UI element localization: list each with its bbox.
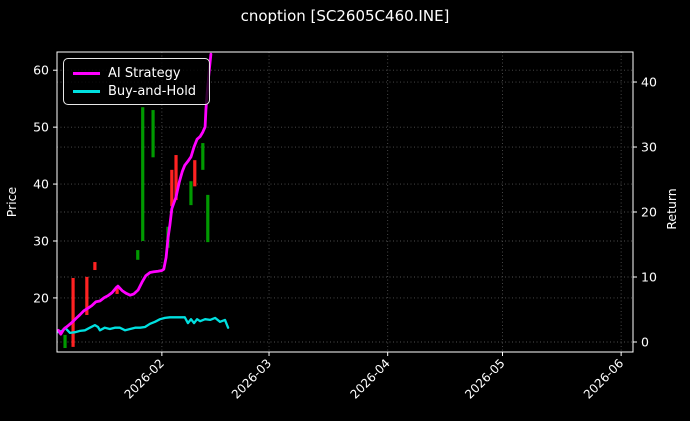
y-left-tick-label: 50	[33, 120, 49, 135]
price-bar-down	[115, 285, 119, 294]
y-right-tick-label: 10	[641, 270, 657, 285]
plot-frame	[56, 51, 634, 353]
price-bar-up	[151, 110, 155, 158]
price-bar-down	[193, 160, 197, 187]
legend-item-ai-strategy: AI Strategy	[73, 64, 200, 82]
price-bar-up	[63, 334, 67, 349]
price-bar-up	[136, 250, 140, 260]
chart-title: cnoption [SC2605C460.INE]	[240, 7, 450, 25]
price-bar-up	[141, 107, 145, 241]
y-left-tick-label: 20	[33, 290, 49, 305]
y-right-tick-label: 20	[641, 205, 657, 220]
price-bar-down	[170, 169, 174, 207]
price-bar-up	[206, 194, 210, 243]
ai-strategy-line-swatch	[73, 71, 100, 75]
price-bar-down	[174, 155, 178, 201]
y-right-tick-label: 40	[641, 75, 657, 90]
y-left-tick-label: 30	[33, 233, 49, 248]
legend: AI Strategy Buy-and-Hold	[63, 58, 210, 105]
x-tick-label: 2026-04	[347, 356, 392, 401]
y-right-tick-label: 30	[641, 140, 657, 155]
legend-label-buy-and-hold: Buy-and-Hold	[108, 83, 197, 99]
price-bar-up	[201, 143, 205, 170]
price-bar-up	[189, 181, 193, 206]
buy-and-hold-line	[57, 316, 230, 335]
x-tick-label: 2026-03	[229, 356, 274, 401]
y-left-axis-label: Price	[4, 186, 19, 217]
x-tick-label: 2026-02	[122, 356, 167, 401]
buy-and-hold-line-swatch	[73, 89, 100, 93]
x-tick-label: 2026-05	[462, 356, 507, 401]
x-tick-label: 2026-06	[581, 356, 626, 401]
legend-label-ai-strategy: AI Strategy	[108, 65, 181, 81]
y-right-axis-label: Return	[664, 188, 679, 229]
legend-item-buy-and-hold: Buy-and-Hold	[73, 82, 200, 100]
price-bar-down	[71, 277, 75, 347]
y-left-tick-label: 60	[33, 63, 49, 78]
price-bar-down	[93, 262, 97, 271]
ai-strategy-line	[57, 52, 213, 336]
y-right-tick-label: 0	[641, 334, 649, 349]
price-bar-down	[85, 276, 89, 315]
y-left-tick-label: 40	[33, 177, 49, 192]
